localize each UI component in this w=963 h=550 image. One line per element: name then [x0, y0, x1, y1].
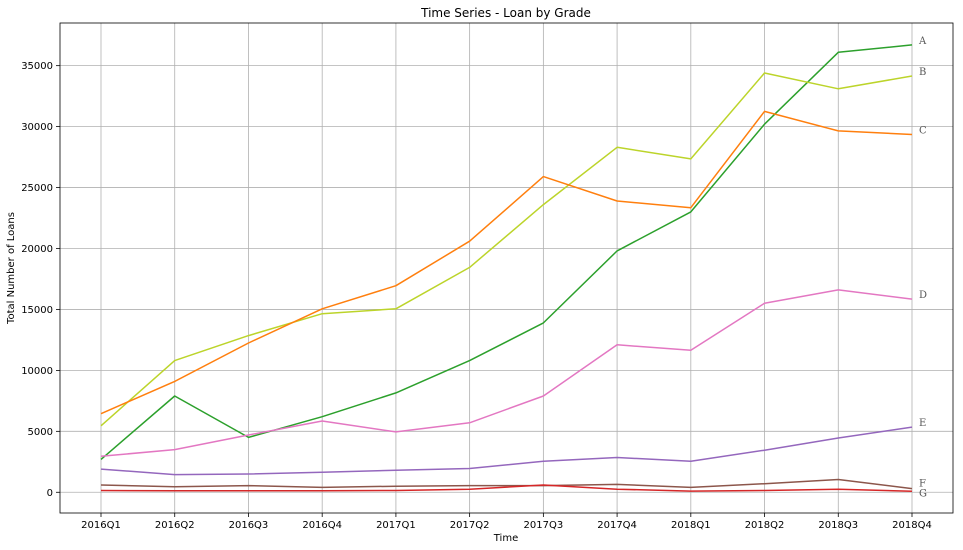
x-tick-label: 2016Q2	[155, 520, 195, 531]
x-tick-label: 2016Q4	[302, 520, 342, 531]
series-label-e: E	[919, 418, 926, 429]
series-line-c	[100, 110, 913, 415]
series-label-b: B	[919, 67, 926, 78]
series-label-g: G	[919, 488, 927, 499]
series-line-f	[100, 478, 913, 490]
y-tick-label: 20000	[21, 244, 53, 255]
x-tick-label: 2016Q3	[229, 520, 269, 531]
y-tick-label: 30000	[21, 122, 53, 133]
series-label-a: A	[918, 36, 927, 47]
x-axis-label: Time	[493, 533, 518, 544]
series-label-d: D	[919, 290, 927, 301]
series-labels: A B C D E FG	[918, 36, 927, 499]
series-line-e	[100, 426, 913, 476]
series-line-d	[100, 289, 913, 458]
series-line-b	[100, 72, 913, 427]
y-tick-label: 0	[47, 488, 53, 499]
y-tick-label: 35000	[21, 61, 53, 72]
x-tick-label: 2017Q2	[450, 520, 490, 531]
x-tick-label: 2017Q1	[376, 520, 416, 531]
grid	[60, 23, 953, 513]
x-tick-label: 2017Q4	[597, 520, 637, 531]
y-tick-label: 15000	[21, 305, 53, 316]
x-tick-label: 2018Q1	[671, 520, 711, 531]
x-axis-ticks: 2016Q1 2016Q2 2016Q3 2016Q4 2017Q1 2017Q2 2017…	[81, 513, 932, 531]
y-tick-label: 5000	[28, 427, 53, 438]
series-line-a	[100, 44, 913, 460]
y-axis-label: Total Number of Loans	[6, 212, 17, 325]
series-lines	[100, 44, 913, 493]
x-tick-label: 2016Q1	[81, 520, 121, 531]
plot-frame	[59, 22, 954, 514]
y-axis-ticks: 0 5000 10000 15000 20000 25000 30000 35000	[21, 61, 60, 499]
x-tick-label: 2018Q3	[818, 520, 858, 531]
y-tick-label: 10000	[21, 366, 53, 377]
series-label-f: F	[919, 479, 926, 490]
x-tick-label: 2018Q4	[892, 520, 932, 531]
x-tick-label: 2018Q2	[745, 520, 785, 531]
chart-title: Time Series - Loan by Grade	[420, 6, 591, 20]
x-tick-label: 2017Q3	[524, 520, 564, 531]
y-tick-label: 25000	[21, 183, 53, 194]
series-label-c: C	[919, 126, 927, 137]
series-line-g	[100, 484, 913, 493]
